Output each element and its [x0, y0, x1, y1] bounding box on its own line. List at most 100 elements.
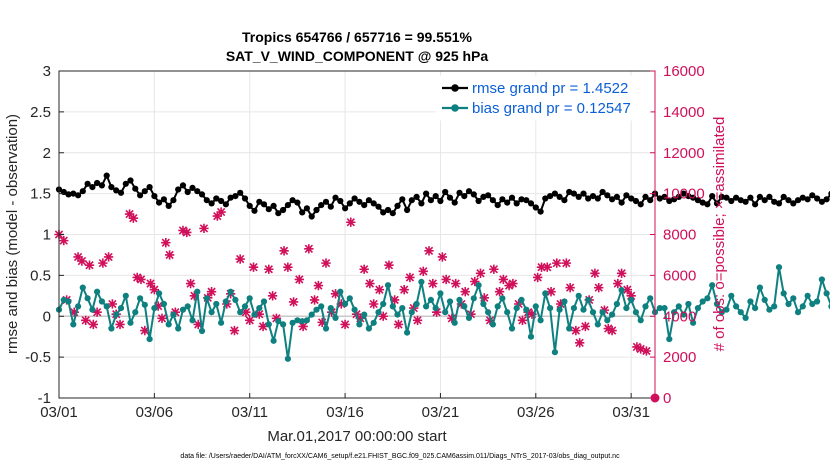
obs-assimilated-marker [164, 250, 175, 260]
obs-assimilated-marker [616, 268, 627, 279]
bias-point [814, 298, 821, 305]
bias-point [103, 303, 110, 310]
bias-point [346, 295, 353, 302]
bias-point [351, 306, 358, 313]
bias-point [685, 300, 692, 308]
rmse-point [218, 197, 225, 205]
rmse-point [404, 206, 411, 214]
bias-point [570, 305, 578, 312]
rmse-point [723, 194, 730, 201]
bias-point [389, 303, 396, 310]
obs-assimilated-marker [336, 299, 346, 309]
obs-assimilated-marker [603, 323, 613, 334]
bias-point [442, 309, 449, 316]
bias-point [227, 288, 234, 295]
rmse-point [146, 184, 153, 191]
obs-assimilated-marker [199, 223, 209, 234]
rmse-point [418, 200, 425, 207]
bias-point [790, 295, 797, 302]
rmse-point [380, 209, 387, 216]
y-tick-label-right: 4000 [663, 308, 696, 325]
rmse-point [556, 193, 563, 200]
bias-point [241, 303, 249, 310]
obs-assimilated-marker [81, 315, 91, 326]
rmse-point [713, 200, 721, 207]
bias-point [151, 305, 158, 312]
rmse-point [618, 199, 625, 206]
rmse-point [351, 195, 358, 202]
bias-point [232, 296, 239, 303]
rmse-point [575, 193, 582, 200]
bias-point [785, 300, 792, 308]
x-tick-label: 03/06 [136, 404, 174, 421]
bias-point [146, 336, 153, 343]
y-tick-label-right: 2000 [663, 349, 696, 366]
rmse-point [394, 202, 401, 209]
legend-box [435, 75, 651, 121]
x-tick-label: 03/16 [326, 404, 364, 421]
obs-assimilated-marker [69, 307, 79, 317]
obs-assimilated-marker [206, 287, 217, 297]
rmse-point [809, 192, 816, 199]
rmse-point [194, 188, 201, 195]
rmse-point [141, 188, 148, 195]
bias-point [65, 298, 72, 305]
rmse-point [437, 197, 444, 205]
rmse-point [733, 194, 740, 201]
obs-assimilated-marker [279, 246, 289, 256]
bias-point [494, 303, 501, 310]
bias-point [384, 282, 392, 289]
obs-assimilated-marker [389, 295, 400, 305]
bias-point [375, 309, 382, 316]
y-tick-label-left: 0 [43, 308, 51, 325]
rmse-point [84, 180, 91, 187]
obs-assimilated-marker [517, 315, 528, 326]
obs-assimilated-marker [374, 285, 385, 295]
rmse-point [70, 190, 77, 197]
legend-bias-marker [451, 104, 459, 112]
rmse-point [475, 197, 482, 205]
rmse-point [494, 202, 501, 209]
bias-point [742, 314, 749, 321]
rmse-point [446, 194, 454, 201]
bias-point [747, 298, 754, 305]
bias-point [733, 303, 740, 310]
rmse-point [94, 179, 101, 187]
rmse-point [413, 193, 420, 200]
bias-point [604, 317, 611, 324]
rmse-point [361, 202, 368, 209]
rmse-point [294, 199, 301, 206]
obs-assimilated-marker [424, 246, 434, 256]
obs-assimilated-marker [309, 295, 320, 305]
rmse-point [227, 194, 234, 201]
obs-assimilated-marker [359, 264, 369, 274]
bias-point [580, 306, 587, 313]
obs-assimilated-marker [399, 285, 409, 295]
bias-point [470, 295, 477, 302]
x-tick-label: 03/11 [232, 404, 268, 421]
obs-assimilated-marker [574, 338, 585, 348]
bias-point [170, 311, 177, 318]
obs-assimilated-marker [536, 262, 547, 272]
obs-assimilated-marker [489, 264, 499, 274]
rmse-point [570, 190, 578, 197]
rmse-point [637, 201, 644, 208]
rmse-point [489, 197, 496, 204]
rmse-point [179, 182, 187, 189]
obs-assimilated-marker [304, 244, 314, 254]
bias-point [370, 319, 377, 326]
rmse-point [761, 197, 768, 204]
y-tick-label-right: 8000 [663, 227, 696, 244]
rmse-point [647, 197, 654, 204]
bias-point [365, 325, 372, 332]
obs-assimilated-marker [157, 313, 167, 323]
bias-point [661, 305, 668, 312]
bias-point [260, 298, 268, 305]
rmse-point [98, 182, 105, 189]
data-file-footnote: data file: /Users/raeder/DAI/ATM_forcXX/… [180, 453, 620, 460]
obs-assimilated-marker [178, 225, 188, 236]
obs-assimilated-marker [369, 299, 379, 309]
rmse-point [465, 188, 473, 195]
x-axis-label: Mar.01,2017 00:00:00 start [267, 428, 447, 445]
rmse-point [260, 201, 268, 208]
